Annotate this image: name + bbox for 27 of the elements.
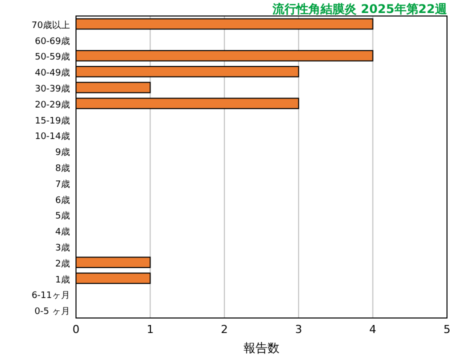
x-tick-label: 1 [146, 323, 154, 336]
y-tick-label: 0-5 ヶ月 [34, 307, 70, 318]
chart-title: 流行性角結膜炎 2025年第22週 [272, 2, 448, 16]
x-tick-label: 0 [72, 323, 80, 336]
y-tick-label: 2歳 [55, 258, 70, 270]
y-tick-label: 9歳 [55, 147, 70, 158]
y-tick-label: 8歳 [55, 163, 70, 174]
y-tick-label: 3歳 [55, 242, 70, 254]
y-tick-label: 1歳 [55, 274, 70, 286]
y-tick-label: 50-59歳 [34, 52, 70, 63]
x-tick-label: 2 [220, 323, 228, 336]
y-tick-label: 6歳 [55, 194, 70, 206]
y-tick-label: 7歳 [55, 178, 70, 190]
y-tick-label: 5歳 [55, 210, 70, 222]
y-tick-label: 40-49歳 [34, 68, 70, 79]
x-tick-label: 4 [369, 323, 376, 336]
x-tick-label: 3 [295, 323, 302, 336]
y-tick-label: 70歳以上 [32, 20, 70, 31]
y-tick-label: 6-11ヶ月 [32, 291, 70, 302]
y-tick-label: 4歳 [55, 226, 70, 238]
x-axis-title: 報告数 [244, 341, 280, 355]
y-tick-label: 60-69歳 [34, 36, 70, 47]
y-tick-label: 20-29歳 [34, 99, 70, 110]
x-tick-label: 5 [444, 323, 450, 336]
y-tick-label: 10-14歳 [34, 131, 70, 142]
y-tick-label: 30-39歳 [34, 84, 70, 95]
y-tick-label: 15-19歳 [34, 115, 70, 126]
